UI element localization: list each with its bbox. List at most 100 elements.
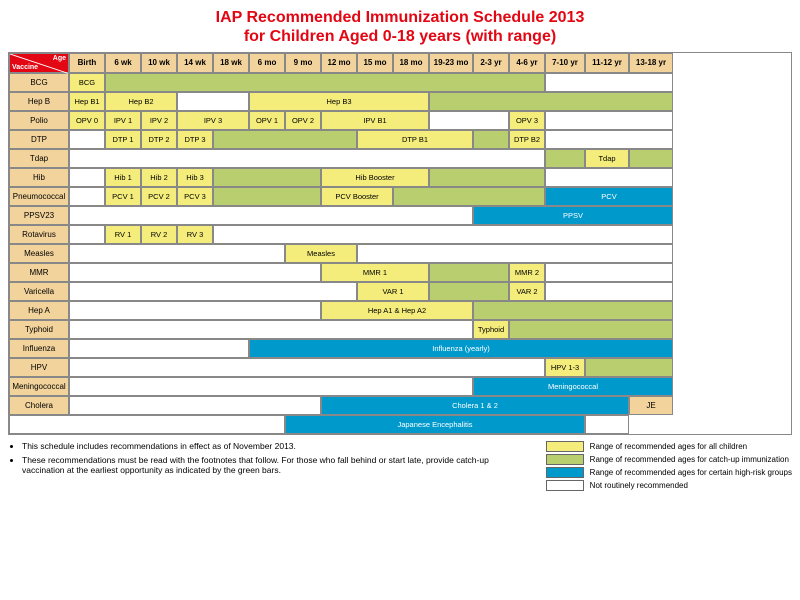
schedule-cell: IPV B1 [321, 111, 429, 130]
schedule-cell: Influenza (yearly) [249, 339, 673, 358]
schedule-cell [545, 73, 673, 92]
schedule-cell: Meningococcal [473, 377, 673, 396]
schedule-cell: HPV 1-3 [545, 358, 585, 377]
schedule-cell: OPV 1 [249, 111, 285, 130]
schedule-cell [69, 301, 321, 320]
schedule-cell [545, 168, 673, 187]
schedule-cell: VAR 2 [509, 282, 545, 301]
title-line2: for Children Aged 0-18 years (with range… [8, 27, 792, 46]
schedule-cell [69, 149, 545, 168]
age-header: 11-12 yr [585, 53, 629, 73]
age-header: 6 wk [105, 53, 141, 73]
schedule-cell: Hib 2 [141, 168, 177, 187]
vaccine-label: Polio [9, 111, 69, 130]
schedule-cell: PCV [545, 187, 673, 206]
schedule-cell: Cholera 1 & 2 [321, 396, 629, 415]
footnote: This schedule includes recommendations i… [22, 441, 534, 451]
vaccine-label: DTP [9, 130, 69, 149]
schedule-cell [9, 415, 285, 434]
legend-item: Range of recommended ages for certain hi… [546, 467, 792, 478]
schedule-cell [69, 377, 473, 396]
age-header: 4-6 yr [509, 53, 545, 73]
schedule-cell: PCV 2 [141, 187, 177, 206]
vaccine-label: Typhoid [9, 320, 69, 339]
schedule-grid: AgeVaccineBirth6 wk10 wk14 wk18 wk6 mo9 … [8, 52, 792, 435]
schedule-cell [69, 358, 545, 377]
schedule-cell [629, 149, 673, 168]
schedule-cell: IPV 2 [141, 111, 177, 130]
footer: This schedule includes recommendations i… [8, 441, 792, 493]
vaccine-label: Varicella [9, 282, 69, 301]
vaccine-label: JE [629, 396, 673, 415]
schedule-cell: Measles [285, 244, 357, 263]
vaccine-label: Rotavirus [9, 225, 69, 244]
age-header: Birth [69, 53, 105, 73]
schedule-cell: Hib Booster [321, 168, 429, 187]
schedule-cell: DTP 2 [141, 130, 177, 149]
schedule-cell [545, 263, 673, 282]
schedule-cell [69, 206, 473, 225]
age-header: 18 mo [393, 53, 429, 73]
schedule-cell [509, 320, 673, 339]
schedule-cell [545, 149, 585, 168]
schedule-cell: PCV 1 [105, 187, 141, 206]
legend-item: Range of recommended ages for catch-up i… [546, 454, 792, 465]
schedule-cell: Hep B1 [69, 92, 105, 111]
schedule-cell: PCV 3 [177, 187, 213, 206]
schedule-cell [69, 282, 357, 301]
age-header: 15 mo [357, 53, 393, 73]
schedule-cell [69, 339, 249, 358]
corner-header: AgeVaccine [9, 53, 69, 73]
schedule-cell [473, 130, 509, 149]
schedule-cell: PPSV [473, 206, 673, 225]
schedule-cell [105, 73, 545, 92]
schedule-cell: IPV 3 [177, 111, 249, 130]
schedule-cell: OPV 3 [509, 111, 545, 130]
schedule-cell: Japanese Encephalitis [285, 415, 585, 434]
vaccine-label: Hep B [9, 92, 69, 111]
vaccine-label: Tdap [9, 149, 69, 168]
vaccine-label: Measles [9, 244, 69, 263]
title: IAP Recommended Immunization Schedule 20… [8, 8, 792, 46]
schedule-cell: Hep A1 & Hep A2 [321, 301, 473, 320]
vaccine-label: Pneumococcal [9, 187, 69, 206]
schedule-cell: RV 2 [141, 225, 177, 244]
schedule-cell: Typhoid [473, 320, 509, 339]
vaccine-label: MMR [9, 263, 69, 282]
legend: Range of recommended ages for all childr… [546, 441, 792, 493]
vaccine-label: HPV [9, 358, 69, 377]
schedule-cell: Hib 3 [177, 168, 213, 187]
schedule-cell [473, 301, 673, 320]
schedule-cell: DTP 3 [177, 130, 213, 149]
schedule-cell [213, 168, 321, 187]
schedule-cell: MMR 1 [321, 263, 429, 282]
age-header: 12 mo [321, 53, 357, 73]
schedule-cell [69, 396, 321, 415]
vaccine-label: Cholera [9, 396, 69, 415]
schedule-cell [585, 358, 673, 377]
age-header: 14 wk [177, 53, 213, 73]
age-header: 7-10 yr [545, 53, 585, 73]
schedule-cell: VAR 1 [357, 282, 429, 301]
schedule-cell: RV 3 [177, 225, 213, 244]
schedule-cell [69, 187, 105, 206]
vaccine-label: Influenza [9, 339, 69, 358]
schedule-cell [429, 111, 509, 130]
schedule-cell [545, 130, 673, 149]
schedule-cell: BCG [69, 73, 105, 92]
legend-item: Not routinely recommended [546, 480, 792, 491]
schedule-cell [213, 225, 673, 244]
schedule-cell [69, 225, 105, 244]
schedule-cell: PCV Booster [321, 187, 393, 206]
schedule-cell [69, 168, 105, 187]
schedule-cell: OPV 2 [285, 111, 321, 130]
schedule-cell [69, 244, 285, 263]
schedule-cell: Hib 1 [105, 168, 141, 187]
age-header: 18 wk [213, 53, 249, 73]
legend-item: Range of recommended ages for all childr… [546, 441, 792, 452]
footnote: These recommendations must be read with … [22, 455, 534, 475]
schedule-cell [545, 282, 673, 301]
vaccine-label: BCG [9, 73, 69, 92]
schedule-cell [357, 244, 673, 263]
schedule-cell [429, 282, 509, 301]
